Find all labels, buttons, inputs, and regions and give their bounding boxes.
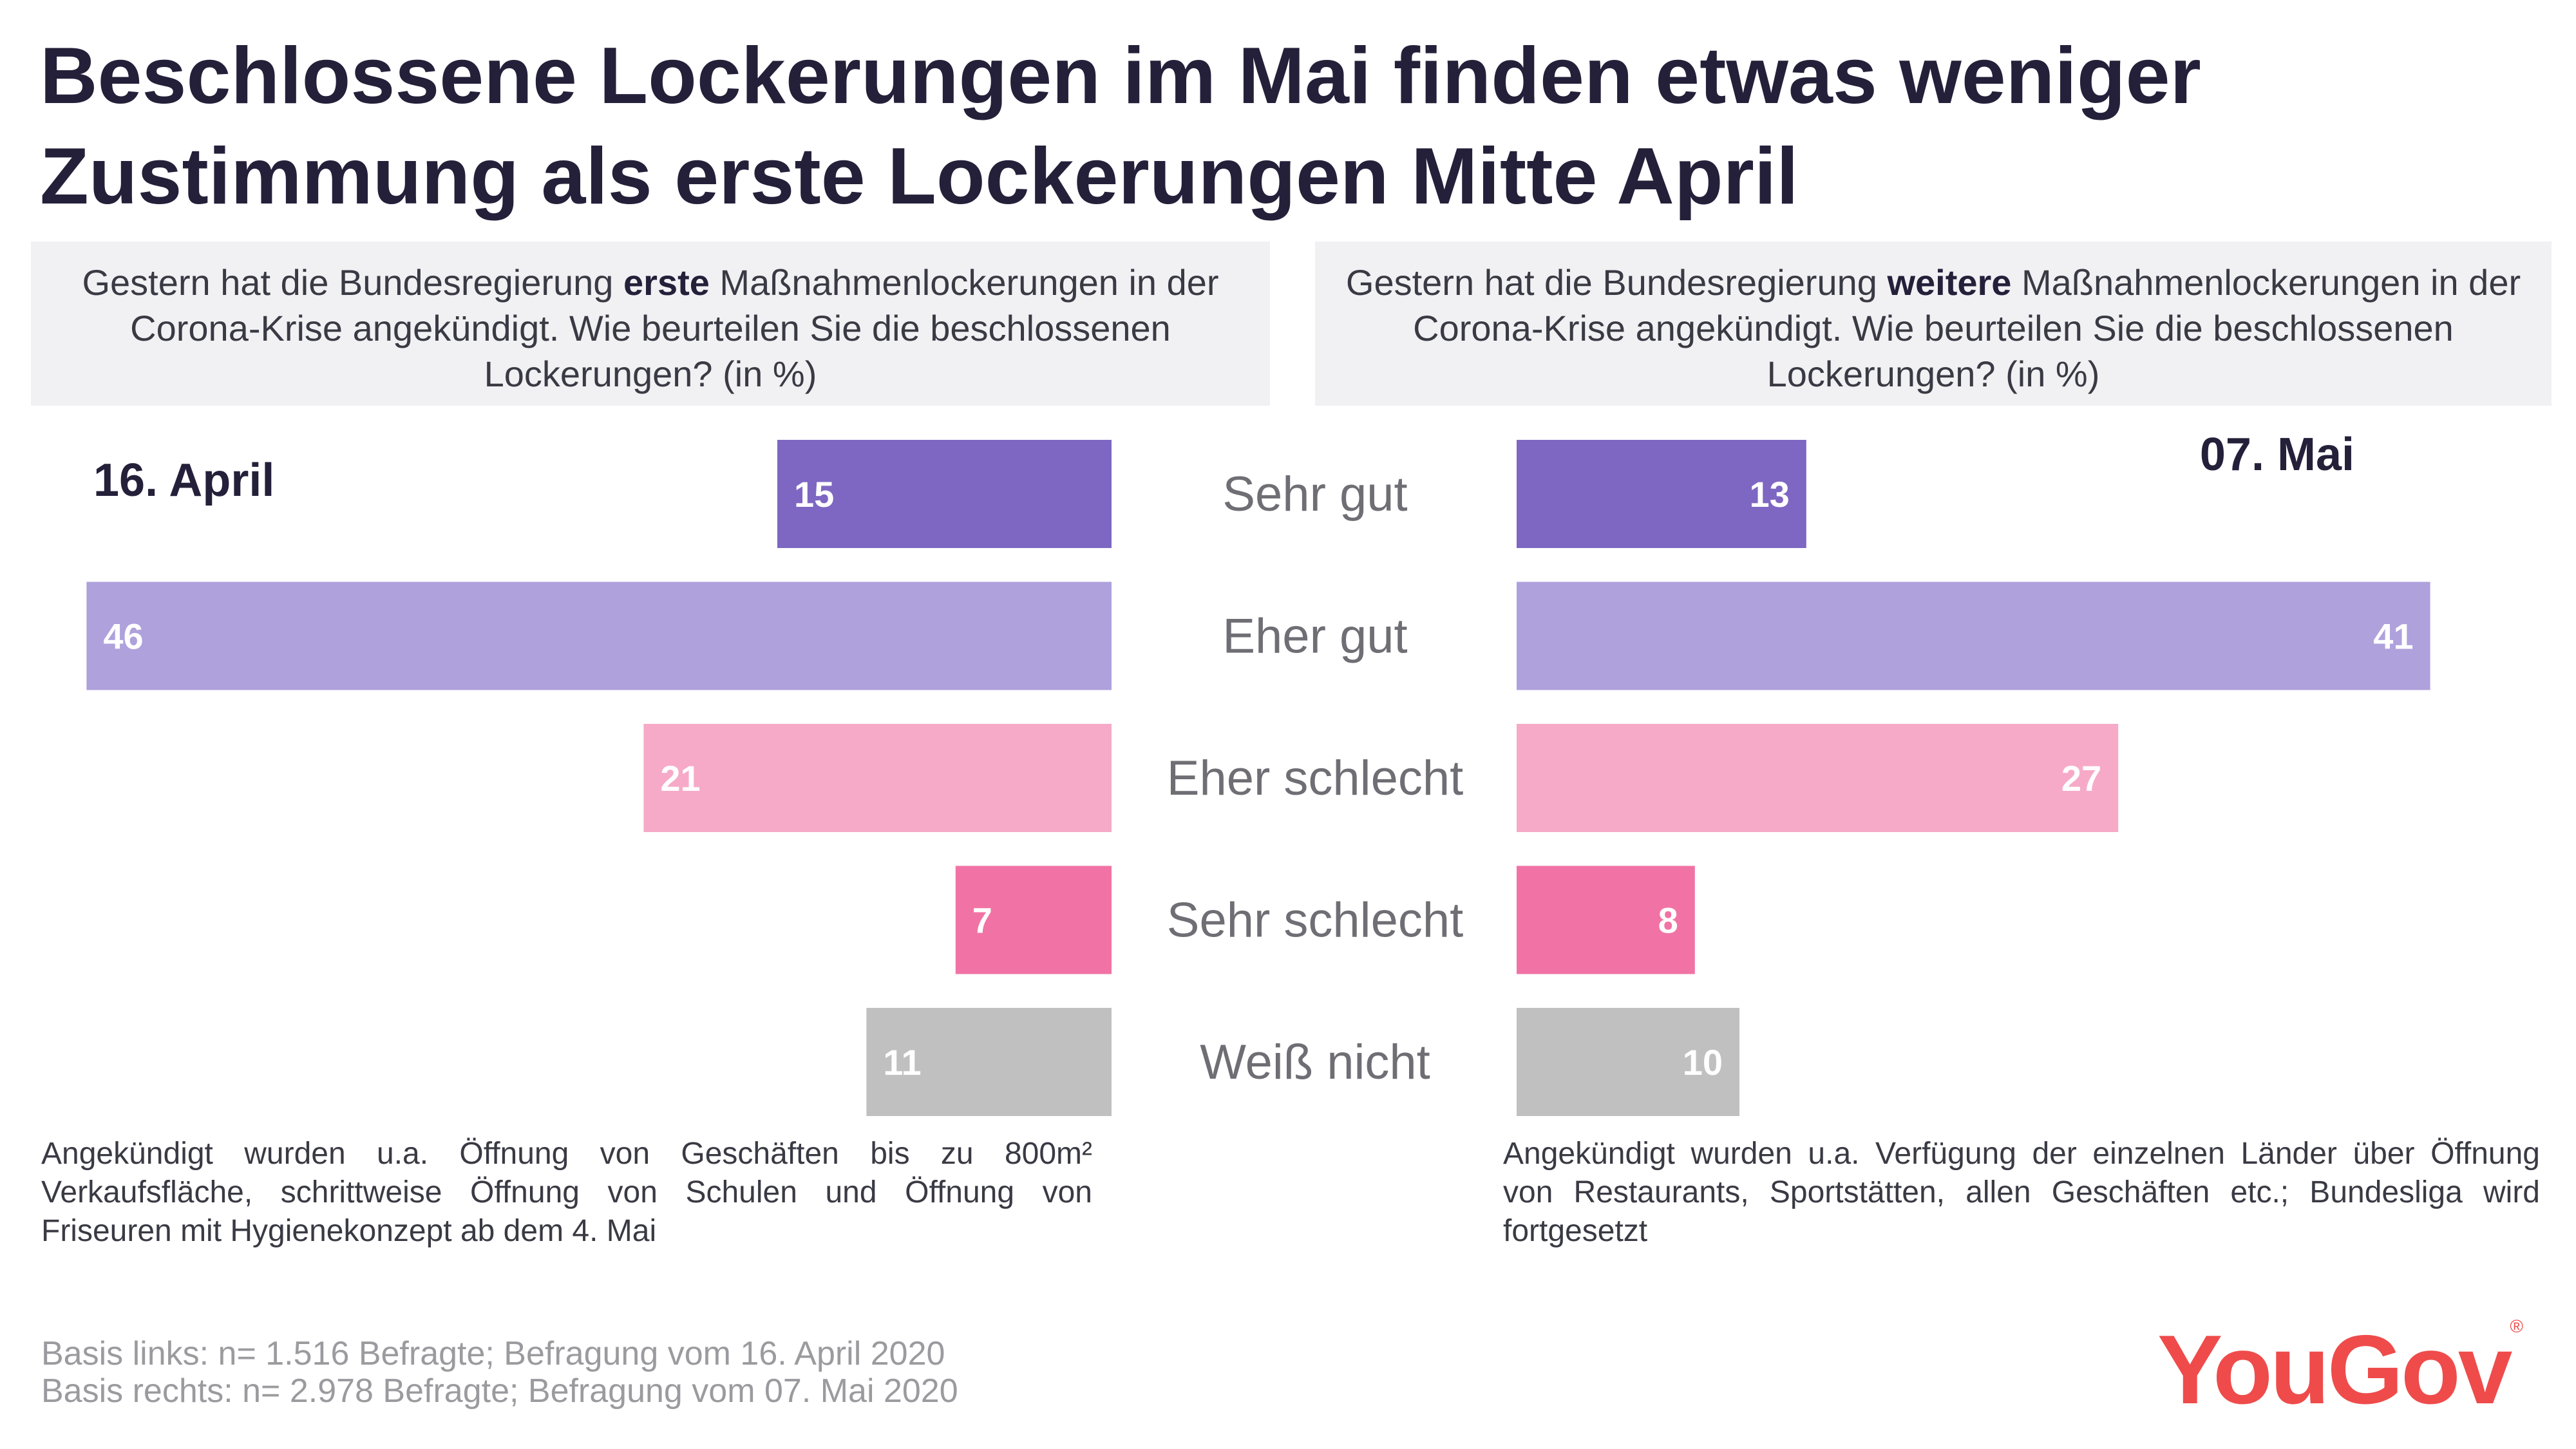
yougov-logo: YouGov® [2157,1314,2523,1426]
category-label-sehr-gut: Sehr gut [1222,467,1407,522]
bar-right-sehr-gut [1517,440,1806,548]
bar-right-eher-schlecht [1517,724,2119,832]
value-label-left-eher-schlecht: 21 [660,758,700,799]
source-left-basis: Basis links: n= 1.516 Befragte; Befragun… [41,1335,945,1372]
question-left: Gestern hat die Bundesregierung erste Ma… [31,242,1270,406]
question-left-post: Maßnahmenlockerungen in der Corona-Krise… [130,262,1219,394]
category-label-eher-schlecht: Eher schlecht [1167,751,1463,806]
category-label-eher-gut: Eher gut [1222,609,1407,664]
date-left-label: 16. April [93,455,275,506]
bar-right-eher-gut [1517,582,2430,690]
question-left-bold: erste [623,262,710,303]
question-right-pre: Gestern hat die Bundesregierung [1345,262,1888,303]
date-right-label: 07. Mai [2199,429,2354,480]
bar-right-weiss-nicht [1517,1008,1739,1116]
value-label-right-sehr-gut: 13 [1750,474,1790,515]
value-label-right-eher-schlecht: 27 [2061,758,2101,799]
value-label-left-sehr-schlecht: 7 [972,900,992,941]
chart-title: Beschlossene Lockerungen im Mai finden e… [40,26,2526,227]
bar-right-sehr-schlecht [1517,866,1695,974]
note-left: Angekündigt wurden u.a. Öffnung von Gesc… [41,1137,1092,1248]
category-label-sehr-schlecht: Sehr schlecht [1167,893,1463,948]
question-right-bold: weitere [1887,262,2012,303]
value-label-right-eher-gut: 41 [2373,616,2413,657]
question-right: Gestern hat die Bundesregierung weitere … [1315,242,2552,406]
bar-left-weiss-nicht [866,1008,1112,1116]
question-left-pre: Gestern hat die Bundesregierung [82,262,623,303]
value-label-left-weiss-nicht: 11 [883,1042,921,1083]
category-label-weiss-nicht: Weiß nicht [1200,1035,1430,1090]
question-right-post: Maßnahmenlockerungen in der Corona-Krise… [1413,262,2521,394]
title-line-2: Zustimmung als erste Lockerungen Mitte A… [40,132,1799,221]
logo-text: YouGov [2157,1315,2512,1425]
value-label-right-sehr-schlecht: 8 [1658,900,1678,941]
bar-left-eher-schlecht [643,724,1112,832]
value-label-left-eher-gut: 46 [103,616,143,657]
bar-left-sehr-gut [777,440,1112,548]
value-label-right-weiss-nicht: 10 [1683,1042,1723,1083]
source-right-basis: Basis rechts: n= 2.978 Befragte; Befragu… [41,1372,958,1410]
value-label-left-sehr-gut: 15 [794,474,834,515]
bar-left-sehr-schlecht [955,866,1112,974]
title-line-1: Beschlossene Lockerungen im Mai finden e… [40,32,2201,120]
note-right: Angekündigt wurden u.a. Verfügung der ei… [1503,1137,2540,1248]
bar-left-eher-gut [86,582,1112,690]
registered-mark: ® [2510,1316,2523,1336]
